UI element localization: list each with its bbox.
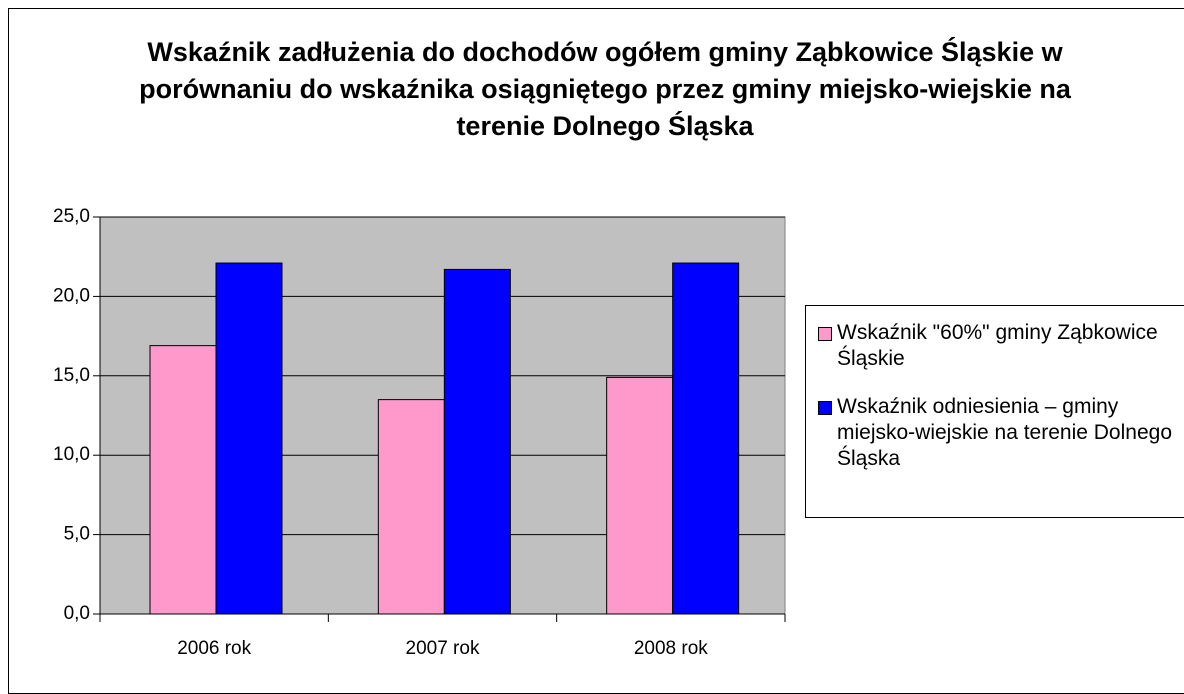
x-tick-label: 2006 rok — [177, 638, 251, 659]
bar — [606, 376, 674, 615]
y-tick-label: 25,0 — [53, 206, 90, 227]
bar — [443, 268, 511, 615]
bar — [672, 262, 740, 615]
legend-label: Wskaźnik odniesienia – gminy miejsko-wie… — [837, 395, 1172, 470]
y-tick-label: 15,0 — [53, 365, 90, 386]
legend-swatch — [818, 401, 832, 415]
legend-swatch — [818, 327, 832, 341]
legend-label: Wskaźnik "60%" gminy Ząbkowice Śląskie — [837, 321, 1158, 370]
chart-title: Wskaźnik zadłużenia do dochodów ogółem g… — [139, 37, 1071, 141]
legend-item: Wskaźnik "60%" gminy Ząbkowice Śląskie — [818, 320, 1184, 372]
bar — [215, 262, 283, 615]
y-tick-label: 10,0 — [53, 444, 90, 465]
x-tick-label: 2008 rok — [634, 638, 708, 659]
y-tick-label: 5,0 — [64, 524, 90, 545]
y-tick-label: 0,0 — [64, 603, 90, 624]
bar — [149, 345, 217, 615]
legend: Wskaźnik "60%" gminy Ząbkowice Śląskie Ws… — [805, 305, 1184, 518]
x-tick-label: 2007 rok — [406, 638, 480, 659]
y-tick-label: 20,0 — [53, 285, 90, 306]
bar — [377, 399, 445, 615]
legend-item: Wskaźnik odniesienia – gminy miejsko-wie… — [818, 394, 1184, 472]
